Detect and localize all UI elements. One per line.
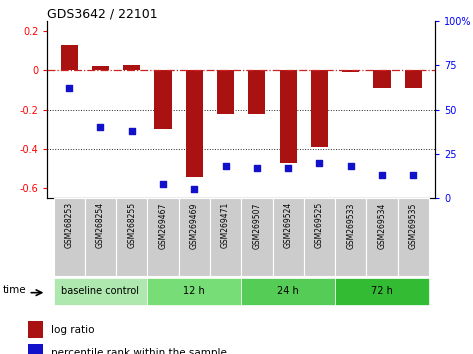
Text: GSM269525: GSM269525	[315, 202, 324, 249]
Bar	[123, 64, 140, 70]
Point	[128, 128, 136, 134]
Bar	[85, 198, 116, 276]
Text: 12 h: 12 h	[184, 286, 205, 296]
Point	[410, 172, 417, 178]
Point	[315, 160, 323, 166]
Bar	[335, 278, 429, 305]
Text: GSM268254: GSM268254	[96, 202, 105, 248]
Bar	[405, 70, 422, 88]
Text: baseline control: baseline control	[61, 286, 140, 296]
Bar	[335, 198, 367, 276]
Text: GSM269471: GSM269471	[221, 202, 230, 249]
Bar	[179, 198, 210, 276]
Bar	[248, 70, 265, 114]
Text: 24 h: 24 h	[277, 286, 299, 296]
Bar	[53, 278, 148, 305]
Text: GSM269467: GSM269467	[158, 202, 167, 249]
Text: GDS3642 / 22101: GDS3642 / 22101	[47, 7, 158, 20]
Bar	[342, 70, 359, 72]
Bar	[217, 70, 234, 114]
Bar	[241, 278, 335, 305]
Text: log ratio: log ratio	[51, 325, 95, 335]
Text: GSM268255: GSM268255	[127, 202, 136, 248]
Bar	[148, 198, 179, 276]
Bar	[241, 198, 272, 276]
Text: GSM269535: GSM269535	[409, 202, 418, 249]
Text: percentile rank within the sample: percentile rank within the sample	[51, 348, 227, 354]
Bar	[280, 70, 297, 163]
Bar	[210, 198, 241, 276]
Text: GSM269533: GSM269533	[346, 202, 355, 249]
Text: GSM268253: GSM268253	[65, 202, 74, 248]
Point	[222, 164, 229, 169]
Point	[96, 125, 104, 130]
Bar	[311, 70, 328, 147]
Point	[347, 164, 354, 169]
Bar	[398, 198, 429, 276]
Text: time: time	[2, 285, 26, 295]
Point	[159, 181, 167, 187]
Bar	[272, 198, 304, 276]
Bar	[92, 67, 109, 70]
Text: 72 h: 72 h	[371, 286, 393, 296]
Bar	[116, 198, 148, 276]
Bar	[28, 321, 43, 338]
Text: GSM269469: GSM269469	[190, 202, 199, 249]
Bar	[367, 198, 398, 276]
Bar	[28, 344, 43, 354]
Point	[191, 187, 198, 192]
Text: GSM269524: GSM269524	[284, 202, 293, 249]
Point	[378, 172, 386, 178]
Point	[65, 86, 73, 91]
Bar	[154, 70, 172, 130]
Bar	[148, 278, 241, 305]
Bar	[186, 70, 203, 177]
Text: GSM269507: GSM269507	[253, 202, 262, 249]
Point	[284, 165, 292, 171]
Bar	[304, 198, 335, 276]
Point	[253, 165, 261, 171]
Bar	[61, 45, 78, 70]
Bar	[373, 70, 391, 88]
Bar	[53, 198, 85, 276]
Text: GSM269534: GSM269534	[377, 202, 386, 249]
